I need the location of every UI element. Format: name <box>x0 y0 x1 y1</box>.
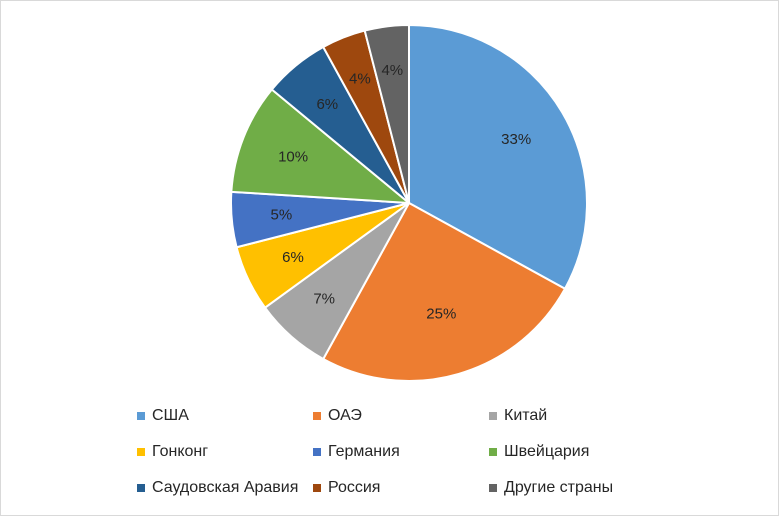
legend-item-8: Россия <box>313 477 489 499</box>
legend-swatch-1 <box>137 412 145 420</box>
legend-item-5: Германия <box>313 441 489 463</box>
legend-item-3: Китай <box>489 405 657 427</box>
legend-label-8: Россия <box>328 479 381 496</box>
legend-label-1: США <box>152 407 189 424</box>
pie-data-label-7: 6% <box>316 96 338 113</box>
pie-data-label-2: 25% <box>426 306 456 323</box>
legend-label-5: Германия <box>328 443 400 460</box>
pie-chart: 33% 25% 7% 6% 5% 10% 6% 4% 4% <box>230 24 588 382</box>
pie-data-label-8: 4% <box>349 70 371 87</box>
legend-item-2: ОАЭ <box>313 405 489 427</box>
chart-legend: США ОАЭ Китай Гонконг Германия Швейцария Саудо… <box>137 405 657 499</box>
legend-label-4: Гонконг <box>152 443 209 460</box>
legend-swatch-5 <box>313 448 321 456</box>
pie-data-label-3: 7% <box>313 291 335 308</box>
pie-slice-2 <box>322 202 566 382</box>
legend-label-9: Другие страны <box>504 479 614 496</box>
pie-data-labels: 33% 25% 7% 6% 5% 10% 6% 4% 4% <box>271 62 532 323</box>
legend-label-2: ОАЭ <box>328 407 362 424</box>
legend-label-6: Швейцария <box>504 443 590 460</box>
legend-swatch-7 <box>137 484 145 492</box>
legend-swatch-2 <box>313 412 321 420</box>
legend-swatch-3 <box>489 412 497 420</box>
legend-item-9: Другие страны <box>489 477 657 499</box>
legend-swatch-9 <box>489 484 497 492</box>
pie-data-label-5: 5% <box>271 207 293 224</box>
legend-item-6: Швейцария <box>489 441 657 463</box>
legend-label-7: Саудовская Аравия <box>152 479 299 496</box>
legend-swatch-4 <box>137 448 145 456</box>
legend-item-4: Гонконг <box>137 441 313 463</box>
pie-slice-1 <box>408 24 588 290</box>
pie-data-label-1: 33% <box>501 131 531 148</box>
pie-slices <box>230 24 588 382</box>
pie-data-label-9: 4% <box>381 62 403 79</box>
legend-item-7: Саудовская Аравия <box>137 477 313 499</box>
legend-swatch-8 <box>313 484 321 492</box>
pie-slice-9 <box>363 24 410 204</box>
pie-data-label-4: 6% <box>282 249 304 266</box>
legend-item-1: США <box>137 405 313 427</box>
pie-data-label-6: 10% <box>278 149 308 166</box>
legend-label-3: Китай <box>504 407 548 424</box>
pie-slice-6 <box>230 88 410 204</box>
legend-swatch-6 <box>489 448 497 456</box>
